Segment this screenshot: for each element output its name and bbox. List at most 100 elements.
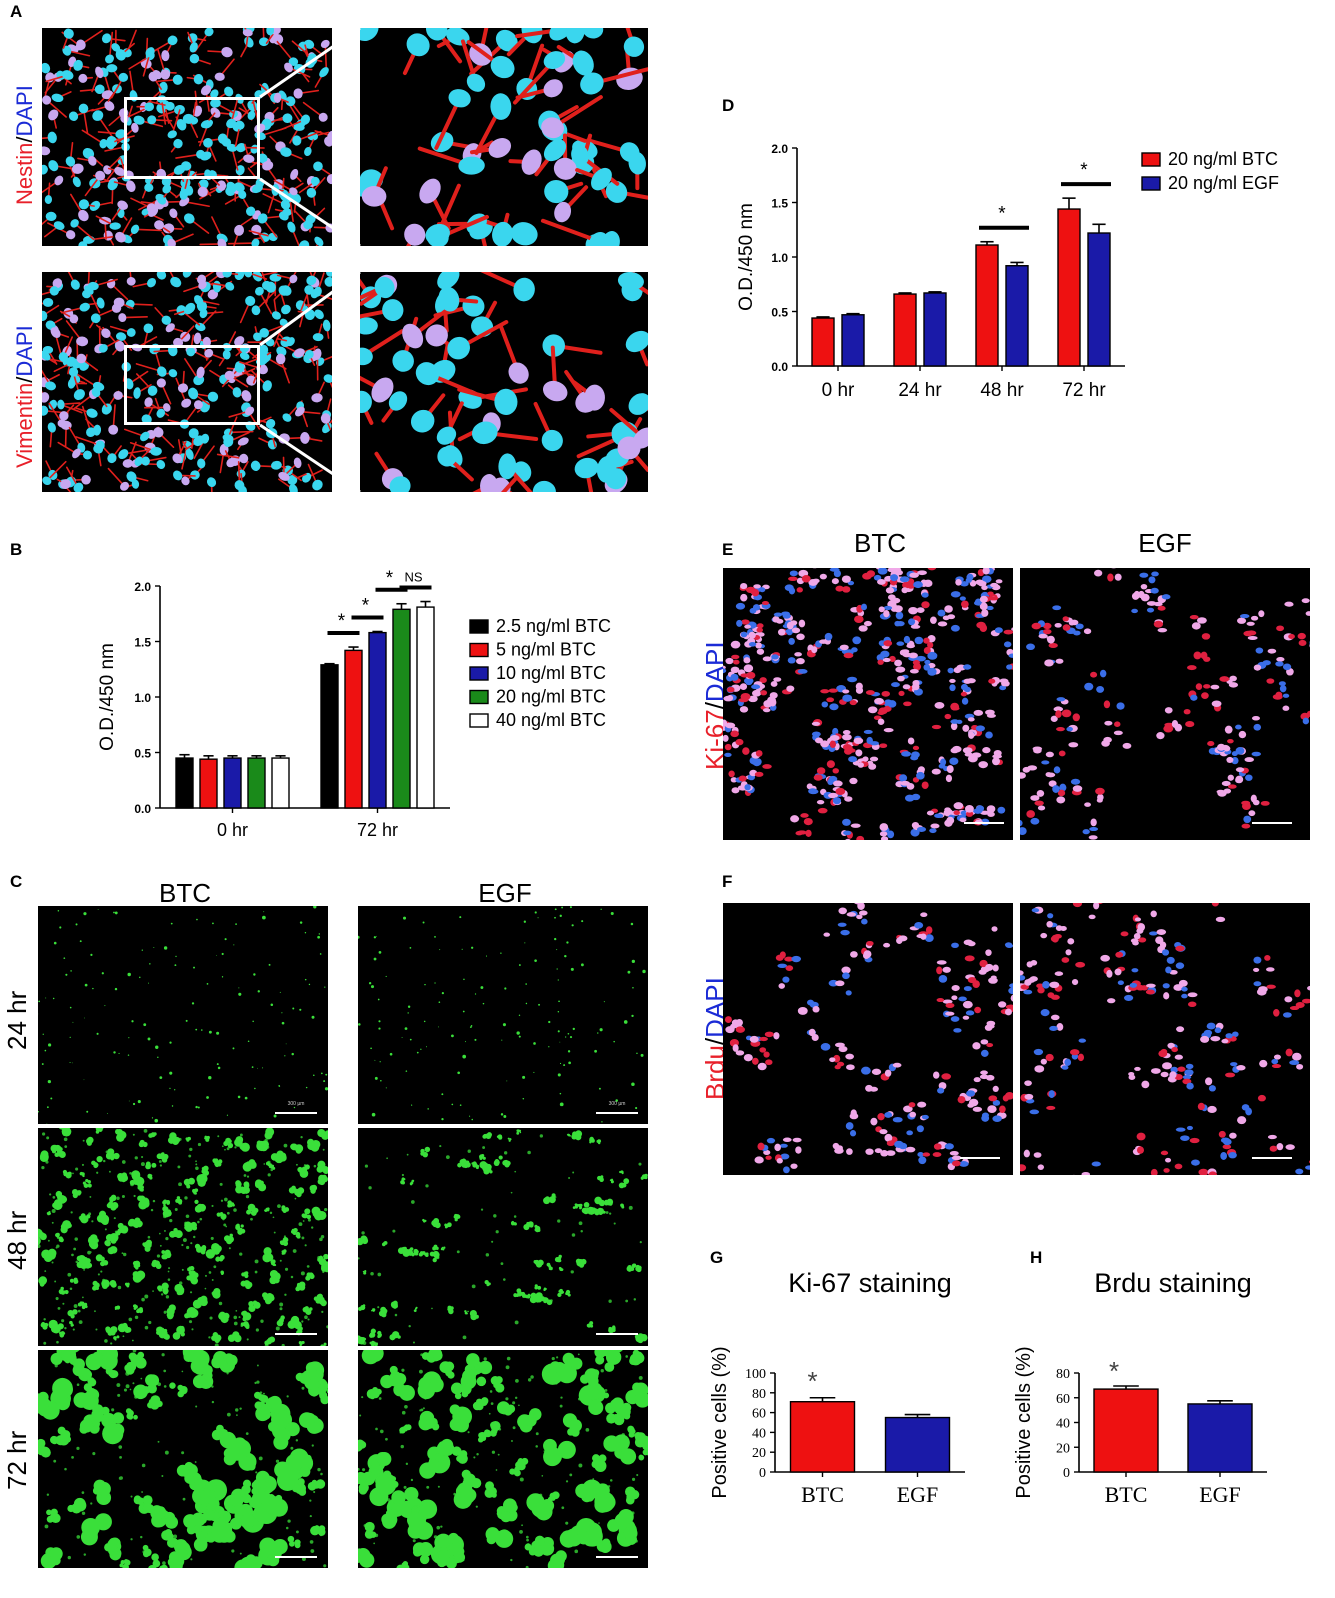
y-tick-label: 80: [1056, 1367, 1070, 1382]
micrograph-texture: [360, 272, 648, 492]
separator: /: [12, 376, 37, 383]
micrograph-btc-24hr: [38, 906, 328, 1124]
row-label-nestin-dapi: Nestin/DAPI: [12, 85, 38, 205]
chart-svg: 0 20 40 60 80 100 Positive cells (%) Ki-67 stai…: [709, 1268, 965, 1507]
row-label-48hr: 48 hr: [2, 1210, 32, 1270]
y-tick-label: 1.0: [771, 251, 788, 265]
panel-label-e: E: [722, 540, 734, 559]
bar: [199, 758, 218, 809]
x-tick-label: EGF: [897, 1482, 939, 1507]
bar: [247, 757, 266, 809]
bar: [1087, 232, 1111, 367]
scale-bar: [596, 1556, 638, 1558]
legend-label: 2.5 ng/ml BTC: [496, 616, 611, 636]
y-tick-label: 20: [752, 1446, 766, 1461]
x-tick-label: 0 hr: [217, 820, 248, 840]
x-tick-label: 0 hr: [822, 380, 855, 401]
panel-label-g: G: [710, 1248, 724, 1267]
marker-vimentin: Vimentin: [12, 382, 37, 468]
significance-marker: *: [998, 204, 1006, 225]
y-tick-label: 60: [1056, 1392, 1070, 1407]
micrograph-brdu-egf: [1020, 903, 1310, 1175]
chart-title: Brdu staining: [1094, 1268, 1252, 1298]
y-tick-label: 0.5: [771, 306, 788, 320]
significance-marker: *: [386, 568, 394, 589]
chart-g-ki67-staining: 0 20 40 60 80 100 Positive cells (%) Ki-67 stai…: [700, 1260, 1000, 1590]
scale-bar: [275, 1556, 317, 1558]
y-tick-label: 20: [1056, 1441, 1070, 1456]
legend: 2.5 ng/ml BTC 5 ng/ml BTC 10 ng/ml BTC 20 …: [469, 616, 611, 730]
col-label-egf: EGF: [1138, 528, 1192, 558]
legend-label: 20 ng/ml BTC: [496, 687, 606, 707]
bar: [841, 314, 865, 367]
bar: [1057, 208, 1081, 367]
bar: [1093, 1388, 1159, 1473]
significance-marker: *: [362, 596, 370, 617]
micrograph-texture: [1020, 903, 1310, 1175]
y-tick-label: 0.5: [134, 747, 151, 761]
chart-h-brdu-staining: 0 20 40 60 80 Positive cells (%) Brdu staining…: [1012, 1260, 1312, 1590]
legend-label: 20 ng/ml BTC: [1168, 149, 1278, 169]
panel-label-d: D: [722, 96, 735, 115]
x-tick-label: BTC: [801, 1482, 844, 1507]
scale-bar-text: 300 µm: [287, 1101, 305, 1107]
y-tick-label: 2.0: [771, 142, 788, 156]
chart-svg: 0 20 40 60 80 Positive cells (%) Brdu staining…: [1013, 1268, 1267, 1507]
chart-svg: 0.0 0.5 1.0 1.5 2.0 O.D./450 nm 0 hr 72 hr * * * NS…: [97, 568, 611, 840]
x-tick-label: 72 hr: [357, 820, 398, 840]
micrograph-texture: [358, 1129, 648, 1346]
bar: [789, 1401, 856, 1473]
bar: [416, 606, 435, 809]
bar: [893, 293, 917, 367]
micrograph-ki67-btc: [723, 568, 1013, 840]
chart-svg: 0.0 0.5 1.0 1.5 2.0 O.D./450 nm 0 hr 24 hr 48 hr…: [736, 142, 1279, 401]
x-tick-label: BTC: [1105, 1482, 1148, 1507]
y-tick-label: 100: [745, 1367, 766, 1382]
chart-b-od-concentration: 0.0 0.5 1.0 1.5 2.0 O.D./450 nm 0 hr 72 hr * * * NS…: [0, 540, 660, 860]
x-tick-label: 24 hr: [898, 380, 942, 401]
y-tick-label: 0.0: [771, 360, 788, 374]
micrograph-btc-72hr: [38, 1350, 328, 1568]
y-tick-label: 1.5: [771, 197, 788, 211]
y-tick-label: 40: [752, 1426, 766, 1441]
y-axis-label: O.D./450 nm: [97, 643, 118, 751]
x-tick-label: EGF: [1199, 1482, 1241, 1507]
zoom-region-box: [124, 345, 260, 425]
bar: [223, 757, 242, 809]
micrograph-texture: [1020, 568, 1310, 840]
significance-marker: *: [338, 611, 346, 632]
scale-bar: [275, 1112, 317, 1114]
y-tick-label: 1.0: [134, 691, 151, 705]
micrograph-brdu-btc: [723, 903, 1013, 1175]
bar: [923, 292, 947, 367]
stain-dapi: DAPI: [12, 85, 37, 137]
col-label-egf: EGF: [478, 878, 532, 908]
micrograph-texture: [724, 903, 1013, 1174]
marker-nestin: Nestin: [12, 142, 37, 205]
bar: [175, 757, 194, 809]
micrograph-texture: [38, 1350, 328, 1568]
legend-swatch: [469, 713, 489, 728]
micrograph-texture: [358, 906, 646, 1123]
scale-bar: [964, 822, 1004, 824]
legend: 20 ng/ml BTC 20 ng/ml EGF: [1141, 149, 1279, 193]
micrograph-texture: [38, 1128, 328, 1346]
significance-marker: *: [807, 1366, 817, 1396]
bar: [884, 1416, 951, 1473]
y-axis-label: Positive cells (%): [709, 1346, 731, 1498]
legend-swatch: [1141, 176, 1161, 191]
y-axis-label: O.D./450 nm: [736, 203, 757, 311]
bar: [811, 317, 835, 367]
scale-bar: [960, 1157, 1000, 1159]
micrograph-texture: [723, 568, 1013, 840]
y-tick-label: 0.0: [134, 802, 151, 816]
bar: [271, 757, 290, 809]
col-label-btc: BTC: [854, 528, 906, 558]
micrograph-ki67-egf: [1020, 568, 1310, 840]
legend-label: 5 ng/ml BTC: [496, 640, 596, 660]
y-tick-label: 40: [1056, 1417, 1070, 1432]
stain-dapi: DAPI: [12, 325, 37, 377]
panel-label-c: C: [10, 872, 23, 891]
panel-label-f: F: [722, 872, 733, 891]
scale-bar-text: 300 µm: [608, 1101, 626, 1107]
